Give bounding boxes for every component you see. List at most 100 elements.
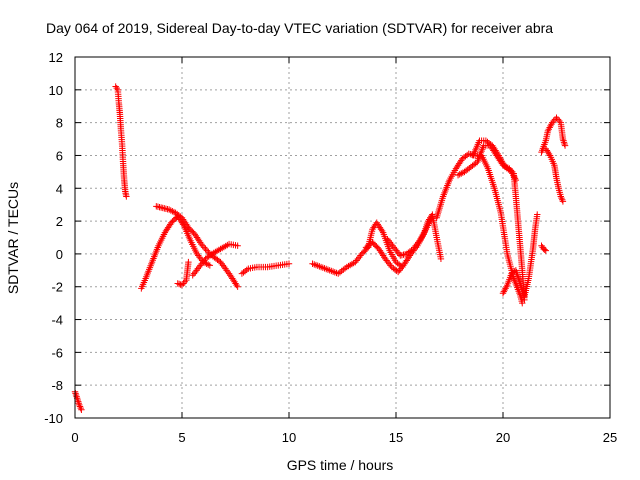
y-tick-label: 2 [56, 214, 63, 229]
data-point [170, 208, 178, 216]
data-point [185, 258, 192, 266]
data-point [467, 163, 475, 171]
series-track-b [112, 83, 130, 200]
series-track-f [189, 240, 241, 279]
data-point [175, 280, 183, 288]
data-point [238, 270, 246, 277]
y-tick-label: -10 [44, 411, 63, 426]
y-tick-label: 4 [56, 181, 63, 196]
x-tick-label: 20 [496, 430, 510, 445]
axis-ticks [74, 56, 611, 419]
y-tick-label: -8 [51, 378, 63, 393]
data-point [177, 281, 184, 288]
y-tick-label: 12 [49, 50, 63, 65]
y-tick-label: -2 [51, 280, 63, 295]
y-tick-label: -4 [51, 313, 63, 328]
data-point [541, 246, 548, 254]
data-point [205, 253, 212, 260]
data-point [206, 262, 214, 269]
series-track-n [499, 211, 541, 300]
data-point [215, 257, 223, 265]
data-point [501, 163, 509, 171]
data-point [234, 283, 241, 290]
data-point [469, 162, 476, 169]
data-point [459, 169, 467, 176]
series-track-g [238, 260, 293, 277]
y-tick-label: 10 [49, 83, 63, 98]
y-tick-label: 6 [56, 148, 63, 163]
data-point [165, 206, 173, 213]
data-point [391, 266, 399, 273]
data-point [458, 170, 465, 177]
data-point [175, 212, 182, 219]
series-track-j [384, 212, 436, 259]
y-tick-label: 0 [56, 247, 63, 262]
tick-labels: 0 5 10 15 20 25 -10 -8 -6 -4 -2 0 2 4 6 8 10 12 [44, 50, 617, 445]
data-point [462, 167, 470, 174]
series-track-p [538, 114, 569, 156]
data-point [169, 208, 176, 215]
data-point [366, 241, 373, 249]
data-point [172, 209, 179, 217]
series-track-h [309, 219, 406, 277]
series-track-e [174, 258, 192, 289]
data-point [167, 207, 174, 214]
data-point [485, 139, 493, 147]
y-axis-label: SDTVAR / TECUs [5, 182, 21, 294]
series-track-q [542, 145, 567, 205]
plot-frame [74, 56, 611, 419]
y-tick-label: -6 [51, 345, 63, 360]
data-point [394, 260, 401, 267]
data-point [241, 267, 249, 275]
data-point [408, 247, 415, 254]
data-point [78, 406, 85, 413]
data-point [512, 176, 520, 184]
data-point [519, 299, 526, 307]
data-point [487, 141, 494, 148]
data-point [243, 266, 250, 274]
data-point [390, 265, 397, 272]
data-point [561, 142, 569, 149]
data-point [285, 260, 293, 267]
series-track-m [469, 137, 520, 184]
data-point [388, 263, 395, 271]
data-point [466, 164, 473, 172]
data-point [174, 280, 181, 287]
data-series [71, 83, 569, 413]
x-tick-label: 5 [178, 430, 185, 445]
chart-title: Day 064 of 2019, Sidereal Day-to-day VTE… [46, 20, 553, 36]
data-point [464, 166, 471, 173]
data-point [405, 249, 412, 256]
data-point [505, 166, 512, 173]
data-point [456, 171, 463, 178]
data-point [470, 161, 478, 168]
data-point [484, 138, 491, 146]
data-point [205, 261, 212, 268]
data-point [559, 198, 567, 205]
data-point [461, 168, 468, 176]
data-point [362, 244, 370, 251]
data-point [454, 171, 462, 179]
x-tick-label: 10 [282, 430, 296, 445]
data-point [482, 137, 490, 144]
data-point [462, 153, 469, 160]
data-point [202, 255, 209, 263]
x-tick-label: 0 [71, 430, 78, 445]
data-point [392, 258, 400, 266]
data-point [234, 242, 241, 249]
data-point [203, 254, 211, 261]
data-point [406, 248, 414, 255]
data-point [207, 251, 214, 259]
x-axis-label: GPS time / hours [287, 457, 394, 473]
series-track-a [71, 388, 85, 413]
data-point [534, 211, 541, 218]
x-tick-label: 25 [603, 430, 617, 445]
data-point [459, 155, 466, 162]
data-point [403, 250, 410, 258]
data-point [503, 164, 510, 172]
data-point [364, 242, 371, 250]
series-track-o [538, 242, 549, 254]
x-tick-label: 15 [389, 430, 403, 445]
